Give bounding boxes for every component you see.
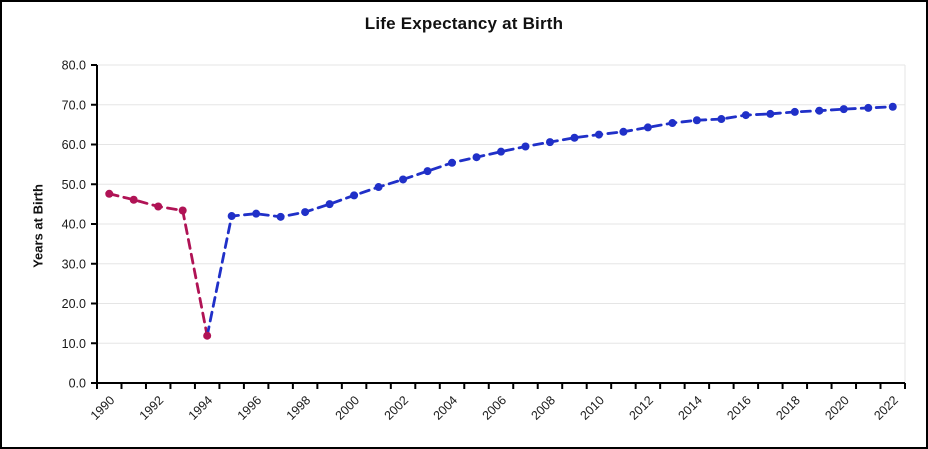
data-point-2019: [815, 106, 824, 115]
data-point-1992: [154, 202, 163, 211]
data-point-2022: [888, 102, 897, 111]
data-point-2003: [423, 167, 432, 176]
data-point-2020: [839, 105, 848, 114]
data-point-1993: [178, 206, 187, 215]
x-tick-label: 2010: [577, 393, 607, 423]
x-tick-label: 2006: [480, 393, 510, 423]
data-point-1991: [129, 195, 138, 204]
data-point-2013: [668, 119, 677, 128]
x-tick-label: 2020: [822, 393, 852, 423]
data-point-2007: [521, 142, 530, 151]
x-tick-label: 2008: [529, 393, 559, 423]
y-tick-label: 40.0: [62, 218, 86, 232]
data-point-2010: [594, 130, 603, 139]
x-tick-label: 1992: [137, 393, 167, 423]
data-point-1990: [105, 189, 114, 198]
y-tick-label: 80.0: [62, 59, 86, 73]
data-point-2012: [643, 123, 652, 132]
y-tick-label: 10.0: [62, 337, 86, 351]
data-point-2001: [374, 183, 383, 192]
chart-title: Life Expectancy at Birth: [364, 14, 564, 33]
data-point-2000: [350, 191, 359, 200]
x-tick-label: 2018: [773, 393, 803, 423]
data-point-2017: [766, 109, 775, 118]
x-tick-label: 1990: [88, 393, 118, 423]
series-segment-1990-1994: [107, 192, 209, 338]
x-tick-label: 2012: [626, 393, 656, 423]
x-tick-label: 2022: [871, 393, 901, 423]
data-point-1996: [252, 209, 261, 218]
data-point-1994: [203, 331, 212, 340]
y-tick-label: 50.0: [62, 178, 86, 192]
data-point-2018: [790, 107, 799, 116]
data-point-2006: [497, 147, 505, 156]
data-point-2002: [399, 175, 408, 184]
data-point-1998: [301, 208, 310, 217]
x-tick-label: 2002: [382, 393, 412, 423]
x-tick-label: 1994: [186, 393, 216, 423]
data-point-2004: [448, 158, 457, 167]
data-point-1999: [325, 200, 334, 209]
y-tick-label: 70.0: [62, 98, 86, 112]
x-tick-label: 1998: [284, 393, 314, 423]
data-point-1995: [227, 212, 236, 221]
data-point-2015: [717, 115, 726, 124]
y-tick-label: 60.0: [62, 138, 86, 152]
y-tick-label: 30.0: [62, 257, 86, 271]
data-point-2016: [741, 111, 750, 120]
data-point-2005: [472, 153, 481, 162]
data-point-2011: [619, 127, 628, 136]
data-point-2021: [864, 103, 873, 112]
x-tick-label: 2016: [724, 393, 754, 423]
y-tick-label: 0.0: [69, 377, 86, 391]
x-tick-label: 1996: [235, 393, 265, 423]
x-tick-label: 2000: [333, 393, 363, 423]
x-tick-label: 2014: [675, 393, 705, 423]
data-point-2008: [545, 138, 554, 147]
y-tick-label: 20.0: [62, 297, 86, 311]
data-point-2009: [570, 133, 579, 142]
x-tick-label: 2004: [431, 393, 461, 423]
data-point-1997: [276, 212, 285, 221]
data-point-2014: [692, 116, 701, 125]
